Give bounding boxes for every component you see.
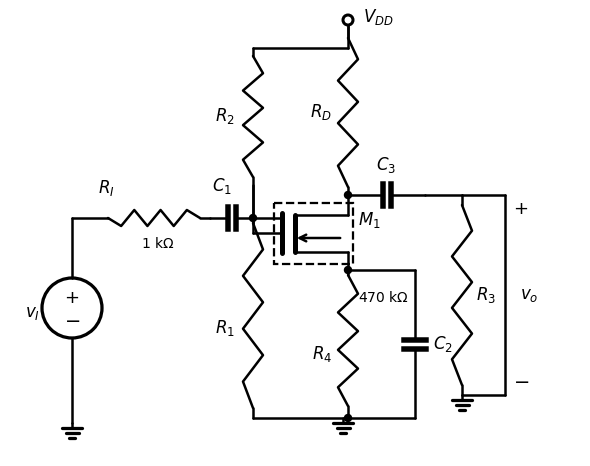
Text: $V_{DD}$: $V_{DD}$ [363, 7, 394, 27]
Circle shape [250, 214, 257, 221]
Text: $C_1$: $C_1$ [212, 176, 232, 196]
Text: +: + [513, 200, 528, 218]
Text: $C_2$: $C_2$ [433, 334, 453, 354]
Text: $-$: $-$ [513, 371, 529, 390]
Text: $-$: $-$ [64, 309, 80, 329]
Text: $R_D$: $R_D$ [310, 103, 332, 123]
Circle shape [345, 267, 352, 274]
Text: $R_4$: $R_4$ [312, 344, 332, 364]
Text: $R_3$: $R_3$ [476, 285, 496, 305]
Text: $C_3$: $C_3$ [376, 155, 396, 175]
Text: $R_I$: $R_I$ [98, 178, 114, 198]
Text: $M_1$: $M_1$ [358, 210, 381, 230]
Circle shape [345, 192, 352, 199]
Text: 1 k$\Omega$: 1 k$\Omega$ [141, 236, 175, 251]
Text: $R_2$: $R_2$ [215, 107, 235, 126]
Text: +: + [64, 289, 80, 307]
Text: $R_1$: $R_1$ [215, 318, 235, 338]
Text: $v_o$: $v_o$ [520, 287, 539, 303]
Bar [274, 203, 353, 264]
Circle shape [345, 414, 352, 422]
Text: $v_I$: $v_I$ [25, 304, 40, 322]
Text: 470 k$\Omega$: 470 k$\Omega$ [358, 290, 409, 305]
